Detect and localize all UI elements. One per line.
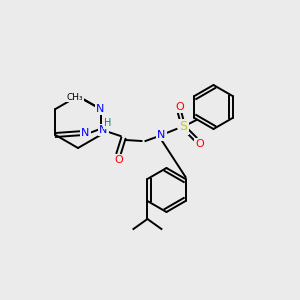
Text: H: H (104, 118, 111, 128)
Text: N: N (81, 128, 90, 138)
Text: N: N (157, 130, 166, 140)
Text: O: O (195, 139, 204, 149)
Text: N: N (96, 104, 105, 114)
Text: O: O (175, 102, 184, 112)
Text: N: N (99, 125, 108, 135)
Text: CH₃: CH₃ (66, 92, 83, 101)
Text: O: O (114, 155, 123, 165)
Text: S: S (179, 121, 188, 134)
